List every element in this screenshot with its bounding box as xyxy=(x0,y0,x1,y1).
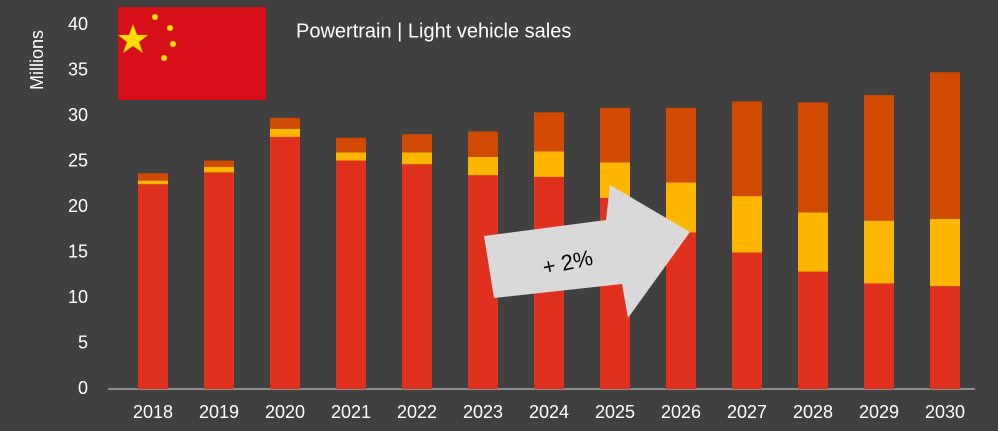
y-tick-label: 35 xyxy=(68,59,88,79)
x-tick-label: 2027 xyxy=(727,402,767,422)
x-tick-label: 2018 xyxy=(133,402,173,422)
bar-segment xyxy=(864,283,894,389)
bar-segment xyxy=(732,196,762,253)
bar-segment xyxy=(600,107,630,163)
x-tick-label: 2022 xyxy=(397,402,437,422)
bar-segment xyxy=(666,107,696,183)
x-tick-label: 2024 xyxy=(529,402,569,422)
x-tick-label: 2025 xyxy=(595,402,635,422)
bar-segment xyxy=(798,271,828,389)
x-tick-label: 2020 xyxy=(265,402,305,422)
bar-segment xyxy=(864,220,894,284)
bar-segment xyxy=(798,102,828,213)
bar-segment xyxy=(402,164,432,389)
bar-segment xyxy=(270,117,300,129)
bar-segment xyxy=(468,156,498,176)
x-tick-label: 2030 xyxy=(925,402,965,422)
y-tick-label: 20 xyxy=(68,196,88,216)
bar-segment xyxy=(732,101,762,197)
bar-segment xyxy=(930,286,960,389)
bar-segment xyxy=(798,212,828,272)
y-tick-label: 25 xyxy=(68,150,88,170)
bar-segment xyxy=(864,95,894,221)
x-tick-label: 2019 xyxy=(199,402,239,422)
bar-segment xyxy=(336,152,366,161)
y-tick-label: 10 xyxy=(68,287,88,307)
x-tick-label: 2026 xyxy=(661,402,701,422)
bar-segment xyxy=(204,172,234,389)
bar-segment xyxy=(402,134,432,153)
bar-segment xyxy=(204,160,234,167)
y-axis-label: Millions xyxy=(27,30,47,90)
bar-segment xyxy=(666,232,696,389)
bar-segment xyxy=(402,152,432,165)
y-tick-label: 5 xyxy=(78,332,88,352)
bar-segment xyxy=(270,128,300,137)
x-tick-label: 2029 xyxy=(859,402,899,422)
bar-segment xyxy=(930,218,960,287)
chart-title: Powertrain | Light vehicle sales xyxy=(296,20,571,42)
bar-segment xyxy=(336,137,366,153)
x-tick-label: 2023 xyxy=(463,402,503,422)
y-tick-label: 30 xyxy=(68,105,88,125)
bar-segment xyxy=(204,166,234,173)
x-tick-label: 2021 xyxy=(331,402,371,422)
annotation-arrow: + 2% xyxy=(484,185,690,318)
bar-segment xyxy=(534,151,564,177)
y-tick-label: 0 xyxy=(78,378,88,398)
x-tick-label: 2028 xyxy=(793,402,833,422)
bar-segment xyxy=(138,180,168,185)
bar-segment xyxy=(732,252,762,389)
bar-segment xyxy=(468,131,498,157)
y-tick-label: 15 xyxy=(68,241,88,261)
y-tick-label: 40 xyxy=(68,14,88,34)
bar-segment xyxy=(534,112,564,152)
bar-segment xyxy=(336,160,366,389)
arrow-shape xyxy=(484,185,690,318)
bar-segment xyxy=(138,184,168,389)
flag xyxy=(118,7,266,100)
bar-segment xyxy=(270,136,300,389)
bar-segment xyxy=(930,72,960,219)
bar-segment xyxy=(138,173,168,181)
